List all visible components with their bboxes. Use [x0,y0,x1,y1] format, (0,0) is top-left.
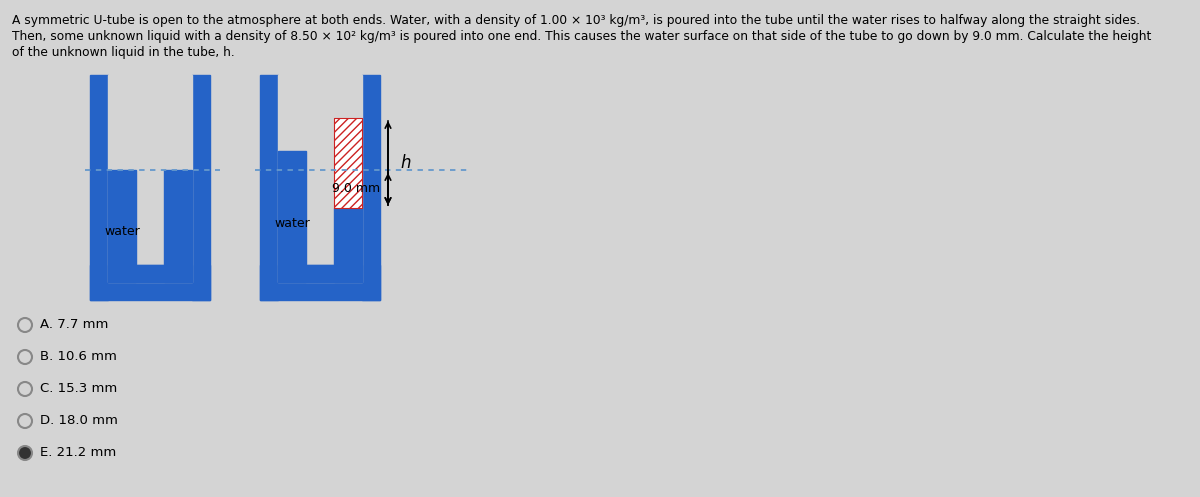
Bar [278,151,306,282]
Bar [164,170,192,282]
Bar [334,118,362,208]
Text: A symmetric U-tube is open to the atmosphere at both ends. Water, with a density: A symmetric U-tube is open to the atmosp… [12,14,1140,27]
Bar [164,75,192,282]
Text: Then, some unknown liquid with a density of 8.50 × 10² kg/m³ is poured into one : Then, some unknown liquid with a density… [12,30,1151,43]
Text: h: h [400,154,410,172]
Bar [260,265,380,300]
Bar [334,75,362,282]
Text: D. 18.0 mm: D. 18.0 mm [40,414,118,427]
Bar [108,265,192,282]
Text: E. 21.2 mm: E. 21.2 mm [40,446,116,460]
Bar [306,265,334,282]
Text: water: water [104,225,140,238]
Circle shape [18,446,32,460]
Bar [108,170,136,282]
Bar [108,75,136,282]
Bar [278,75,306,282]
Bar [334,118,362,208]
Text: of the unknown liquid in the tube, h.: of the unknown liquid in the tube, h. [12,46,235,59]
Bar [278,265,362,282]
Text: water: water [274,217,310,230]
Bar [90,265,210,300]
Bar [90,75,108,300]
Bar [260,75,278,300]
Bar [136,265,164,282]
Bar [192,75,210,300]
Text: 9.0 mm: 9.0 mm [332,182,380,195]
Bar [362,75,380,300]
Bar [334,208,362,282]
Text: B. 10.6 mm: B. 10.6 mm [40,350,116,363]
Text: A. 7.7 mm: A. 7.7 mm [40,319,108,331]
Text: C. 15.3 mm: C. 15.3 mm [40,383,118,396]
